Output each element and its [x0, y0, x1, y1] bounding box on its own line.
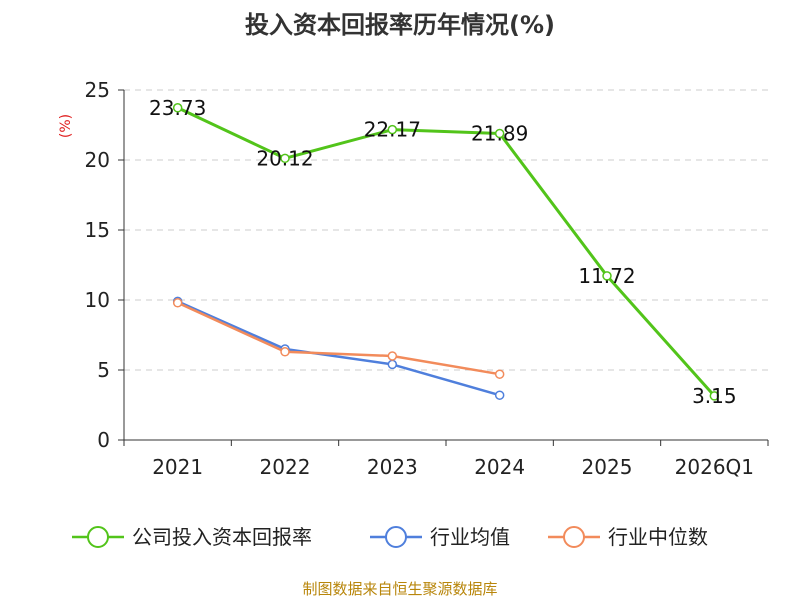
y-tick-label: 25 — [85, 78, 110, 102]
series: 23.73 20.12 22.17 21.89 11.72 3.15 — [149, 96, 737, 408]
data-label: 11.72 — [578, 264, 635, 288]
x-tick-label: 2023 — [367, 455, 418, 479]
legend-label: 行业均值 — [430, 525, 510, 549]
legend-marker — [87, 526, 109, 548]
x-tick-label: 2021 — [152, 455, 203, 479]
legend[interactable]: 公司投入资本回报率 行业均值 行业中位数 — [72, 525, 708, 549]
data-point[interactable] — [387, 359, 398, 370]
chart-title: 投入资本回报率历年情况(%) — [245, 11, 555, 39]
data-label: 22.17 — [364, 118, 421, 142]
grid — [124, 89, 768, 371]
legend-marker — [563, 526, 585, 548]
data-point[interactable] — [709, 391, 720, 401]
legend-item-1[interactable]: 行业均值 — [370, 525, 510, 549]
data-point[interactable] — [494, 369, 505, 379]
series-line-2 — [177, 301, 500, 376]
legend-label: 公司投入资本回报率 — [132, 525, 312, 549]
y-tick-label: 20 — [85, 148, 110, 172]
data-point[interactable] — [602, 271, 612, 281]
data-label: 23.73 — [149, 96, 206, 120]
data-point[interactable] — [387, 124, 398, 135]
series-line-0 — [177, 106, 716, 397]
series-line-1 — [177, 300, 501, 397]
data-label: 3.15 — [692, 384, 737, 408]
y-axis-unit: (%) — [58, 114, 74, 138]
legend-item-0[interactable]: 公司投入资本回报率 — [72, 525, 312, 549]
data-point[interactable] — [387, 351, 398, 361]
y-tick-label: 15 — [85, 218, 110, 242]
x-tick-label: 2024 — [474, 455, 525, 479]
data-point[interactable] — [494, 390, 505, 400]
legend-item-2[interactable]: 行业中位数 — [548, 525, 708, 549]
data-point[interactable] — [172, 103, 183, 113]
y-tick-label: 10 — [85, 288, 110, 312]
y-tick-label: 0 — [97, 428, 110, 452]
x-tick-label: 2026Q1 — [675, 455, 754, 479]
legend-marker — [385, 526, 407, 548]
x-tick-label: 2025 — [582, 455, 633, 479]
y-tick-label: 5 — [97, 358, 110, 382]
data-point[interactable] — [494, 128, 505, 139]
x-tick-label: 2022 — [260, 455, 311, 479]
data-label: 21.89 — [471, 122, 528, 146]
data-point[interactable] — [280, 347, 290, 357]
legend-label: 行业中位数 — [608, 525, 708, 549]
source-note: 制图数据来自恒生聚源数据库 — [302, 580, 497, 598]
data-point[interactable] — [280, 153, 290, 164]
data-point[interactable] — [172, 298, 183, 308]
data-label: 20.12 — [256, 146, 313, 170]
